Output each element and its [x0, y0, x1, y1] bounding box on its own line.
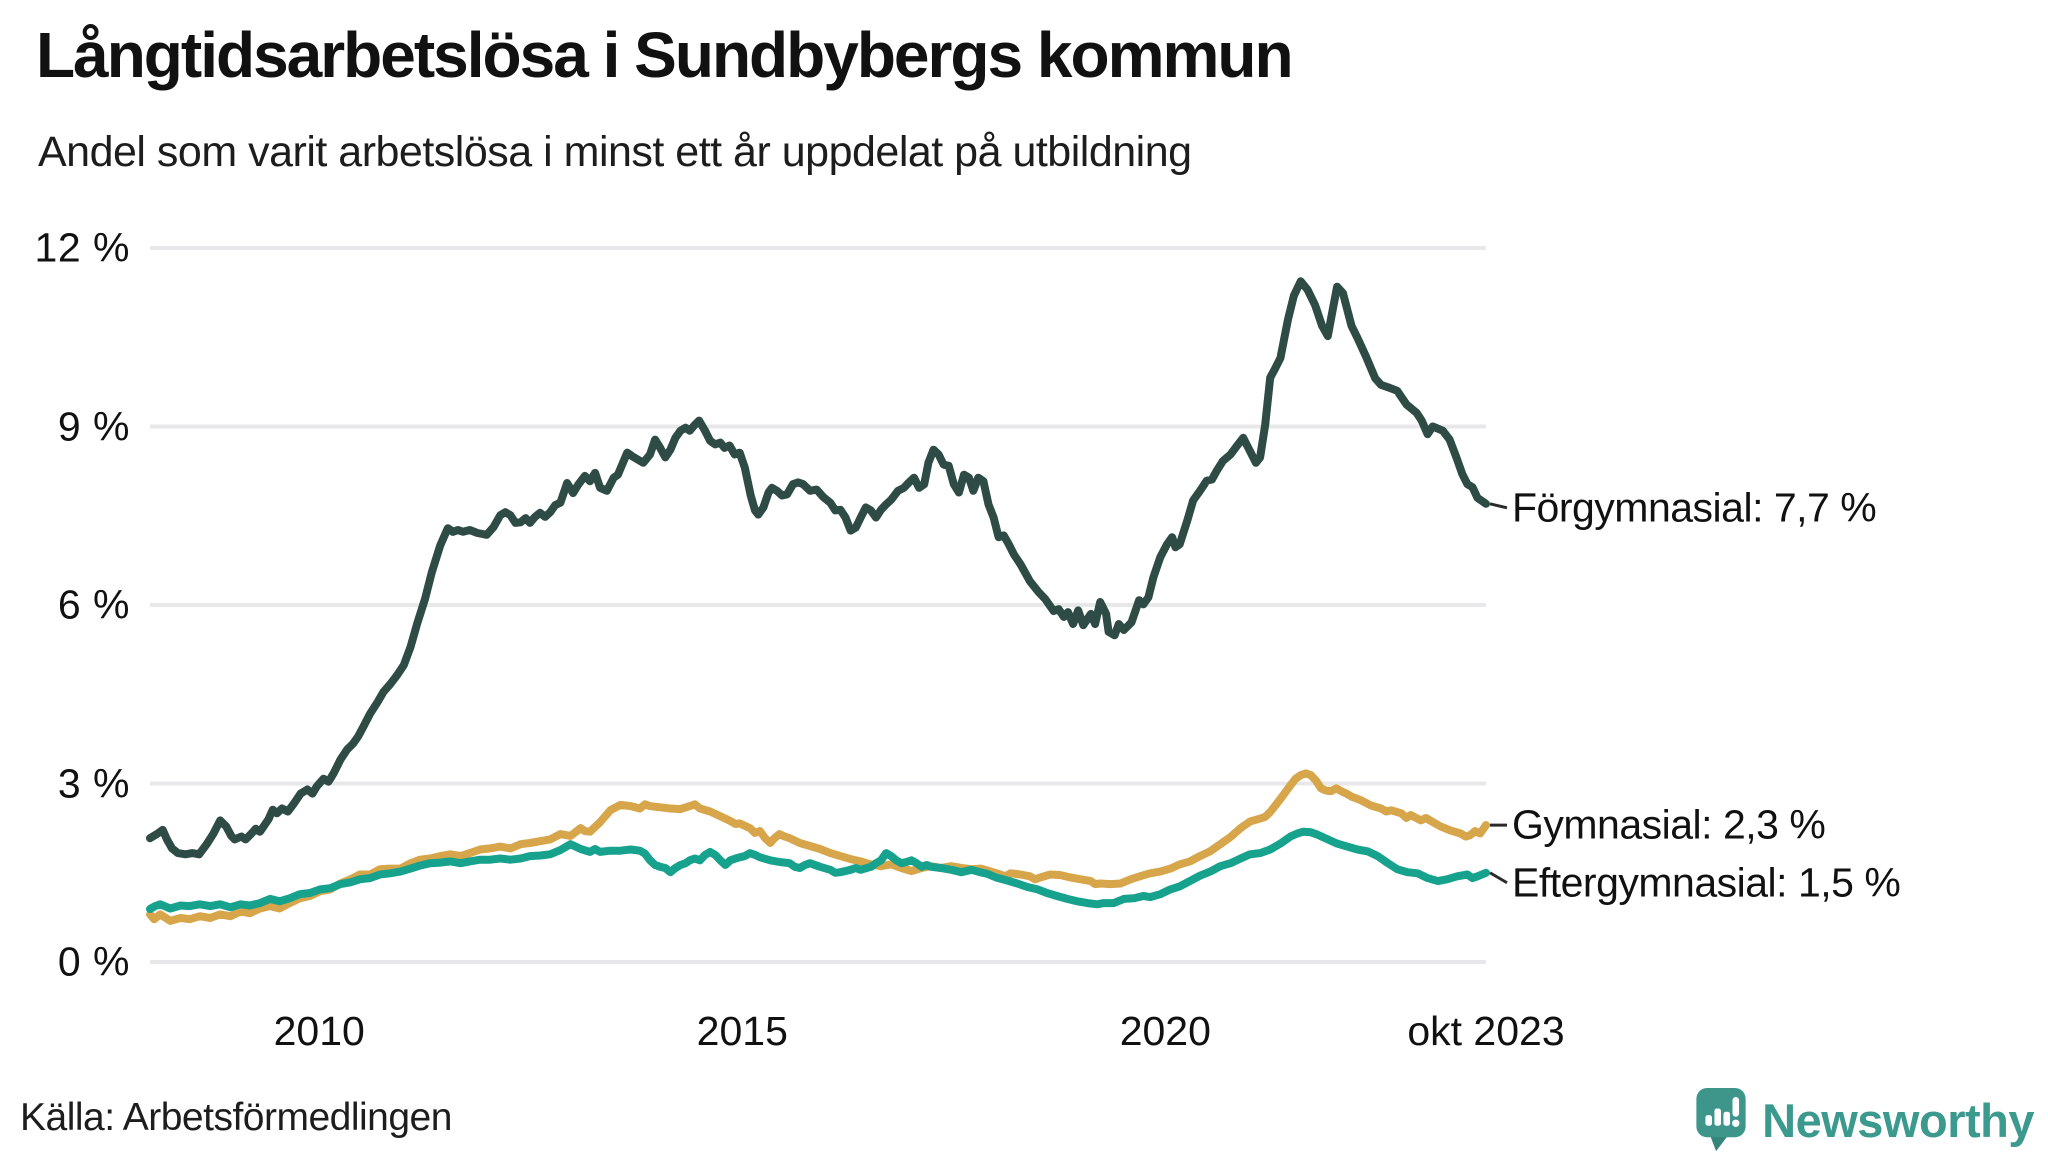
- line-eftergymnasial: [146, 827, 1490, 913]
- source-note: Källa: Arbetsförmedlingen: [20, 1096, 452, 1139]
- label-connector-eftergymnasial: [1489, 871, 1508, 885]
- series-end-label-gymnasial: Gymnasial: 2,3 %: [1512, 801, 1826, 848]
- x-axis-tick-label: okt 2023: [1407, 1008, 1565, 1054]
- y-axis-tick-label: 6 %: [57, 581, 130, 628]
- chart-subtitle: Andel som varit arbetslösa i minst ett å…: [38, 128, 1192, 176]
- y-axis-tick-label: 3 %: [57, 760, 130, 806]
- x-axis-tick-label: 2010: [273, 1008, 365, 1054]
- newsworthy-wordmark: Newsworthy: [1762, 1093, 2034, 1147]
- y-axis-tick-label: 0 %: [57, 938, 130, 985]
- x-axis-tick-label: 2020: [1119, 1008, 1211, 1054]
- series-end-label-förgymnasial: Förgymnasial: 7,7 %: [1512, 484, 1877, 531]
- newsworthy-chart-bubble-icon: [1696, 1088, 1746, 1152]
- line-förgymnasial: [146, 277, 1490, 859]
- branding: Newsworthy: [1696, 1088, 2034, 1152]
- line-gymnasial: [146, 769, 1490, 925]
- y-axis-tick-label: 12 %: [34, 224, 130, 271]
- x-axis-tick-label: 2015: [696, 1008, 788, 1054]
- series-end-label-eftergymnasial: Eftergymnasial: 1,5 %: [1512, 859, 1901, 906]
- page-title: Långtidsarbetslösa i Sundbybergs kommun: [36, 19, 1294, 91]
- label-connector-förgymnasial: [1489, 502, 1508, 510]
- y-axis-tick-label: 9 %: [57, 403, 130, 449]
